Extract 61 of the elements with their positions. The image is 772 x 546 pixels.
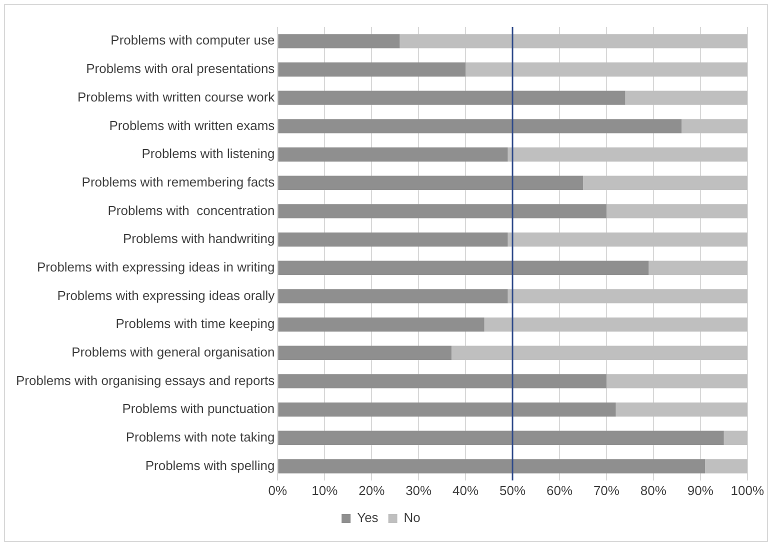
bar bbox=[278, 430, 724, 445]
y-tick-label: Problems with written course work bbox=[77, 89, 276, 104]
y-tick-label: Problems with listening bbox=[142, 146, 275, 162]
y-tick-label: Problems with expressing ideas orally bbox=[57, 288, 276, 303]
bar bbox=[606, 204, 748, 218]
y-tick-label: Problems with computer use bbox=[110, 32, 275, 48]
y-tick-label: Problems with concentration bbox=[108, 202, 275, 218]
x-tick-label: 0% bbox=[268, 482, 288, 498]
bar bbox=[648, 260, 748, 275]
y-tick-label: Problems with organising essays and reports bbox=[16, 372, 276, 388]
legend-label: Yes bbox=[357, 510, 379, 526]
bar bbox=[705, 459, 748, 474]
bar bbox=[616, 402, 748, 417]
bar bbox=[451, 346, 748, 360]
y-tick-label: Problems with expressing ideas in writing bbox=[36, 259, 275, 274]
bar bbox=[278, 317, 484, 332]
bar bbox=[278, 374, 606, 388]
bar bbox=[466, 62, 748, 77]
x-tick-label: 90% bbox=[687, 482, 714, 498]
bar bbox=[508, 232, 748, 247]
bar bbox=[508, 147, 748, 162]
legend-label: No bbox=[404, 510, 420, 526]
y-tick-label: Problems with oral presentations bbox=[86, 61, 276, 76]
y-tick-label: Problems with note taking bbox=[126, 429, 275, 444]
bar bbox=[278, 176, 583, 190]
y-tick-label: Problems with general organisation bbox=[72, 344, 275, 360]
bar bbox=[278, 289, 508, 304]
y-tick-label: Problems with handwriting bbox=[122, 231, 275, 246]
bar bbox=[278, 402, 616, 417]
x-tick-label: 30% bbox=[406, 482, 432, 498]
x-tick-label: 10% bbox=[312, 482, 338, 498]
y-tick-label: Problems with time keeping bbox=[116, 316, 275, 332]
bar bbox=[625, 90, 748, 105]
bar bbox=[278, 147, 508, 162]
bar bbox=[508, 289, 748, 304]
bar bbox=[724, 430, 748, 445]
bar bbox=[606, 374, 748, 388]
x-tick-label: 50% bbox=[500, 482, 526, 498]
bar bbox=[582, 176, 748, 190]
bar bbox=[278, 119, 682, 134]
x-tick-label: 100% bbox=[730, 482, 764, 498]
bar bbox=[278, 260, 649, 275]
x-tick-label: 70% bbox=[593, 482, 620, 498]
y-tick-label: Problems with written exams bbox=[109, 118, 276, 133]
y-tick-label: Problems with remembering facts bbox=[82, 174, 276, 190]
bar bbox=[278, 232, 508, 247]
x-tick-label: 40% bbox=[452, 482, 479, 498]
x-tick-label: 60% bbox=[546, 482, 573, 498]
y-tick-label: Problems with spelling bbox=[145, 458, 275, 473]
y-tick-label: Problems with punctuation bbox=[122, 401, 275, 416]
bar bbox=[278, 459, 706, 474]
bar bbox=[278, 204, 606, 218]
bar bbox=[278, 346, 452, 360]
x-tick-label: 80% bbox=[640, 482, 667, 498]
bar bbox=[400, 34, 748, 48]
bar bbox=[278, 62, 466, 77]
bar bbox=[278, 90, 626, 105]
bar bbox=[278, 34, 400, 48]
bar bbox=[682, 119, 748, 134]
bar bbox=[484, 317, 748, 332]
x-tick-label: 20% bbox=[358, 482, 386, 498]
